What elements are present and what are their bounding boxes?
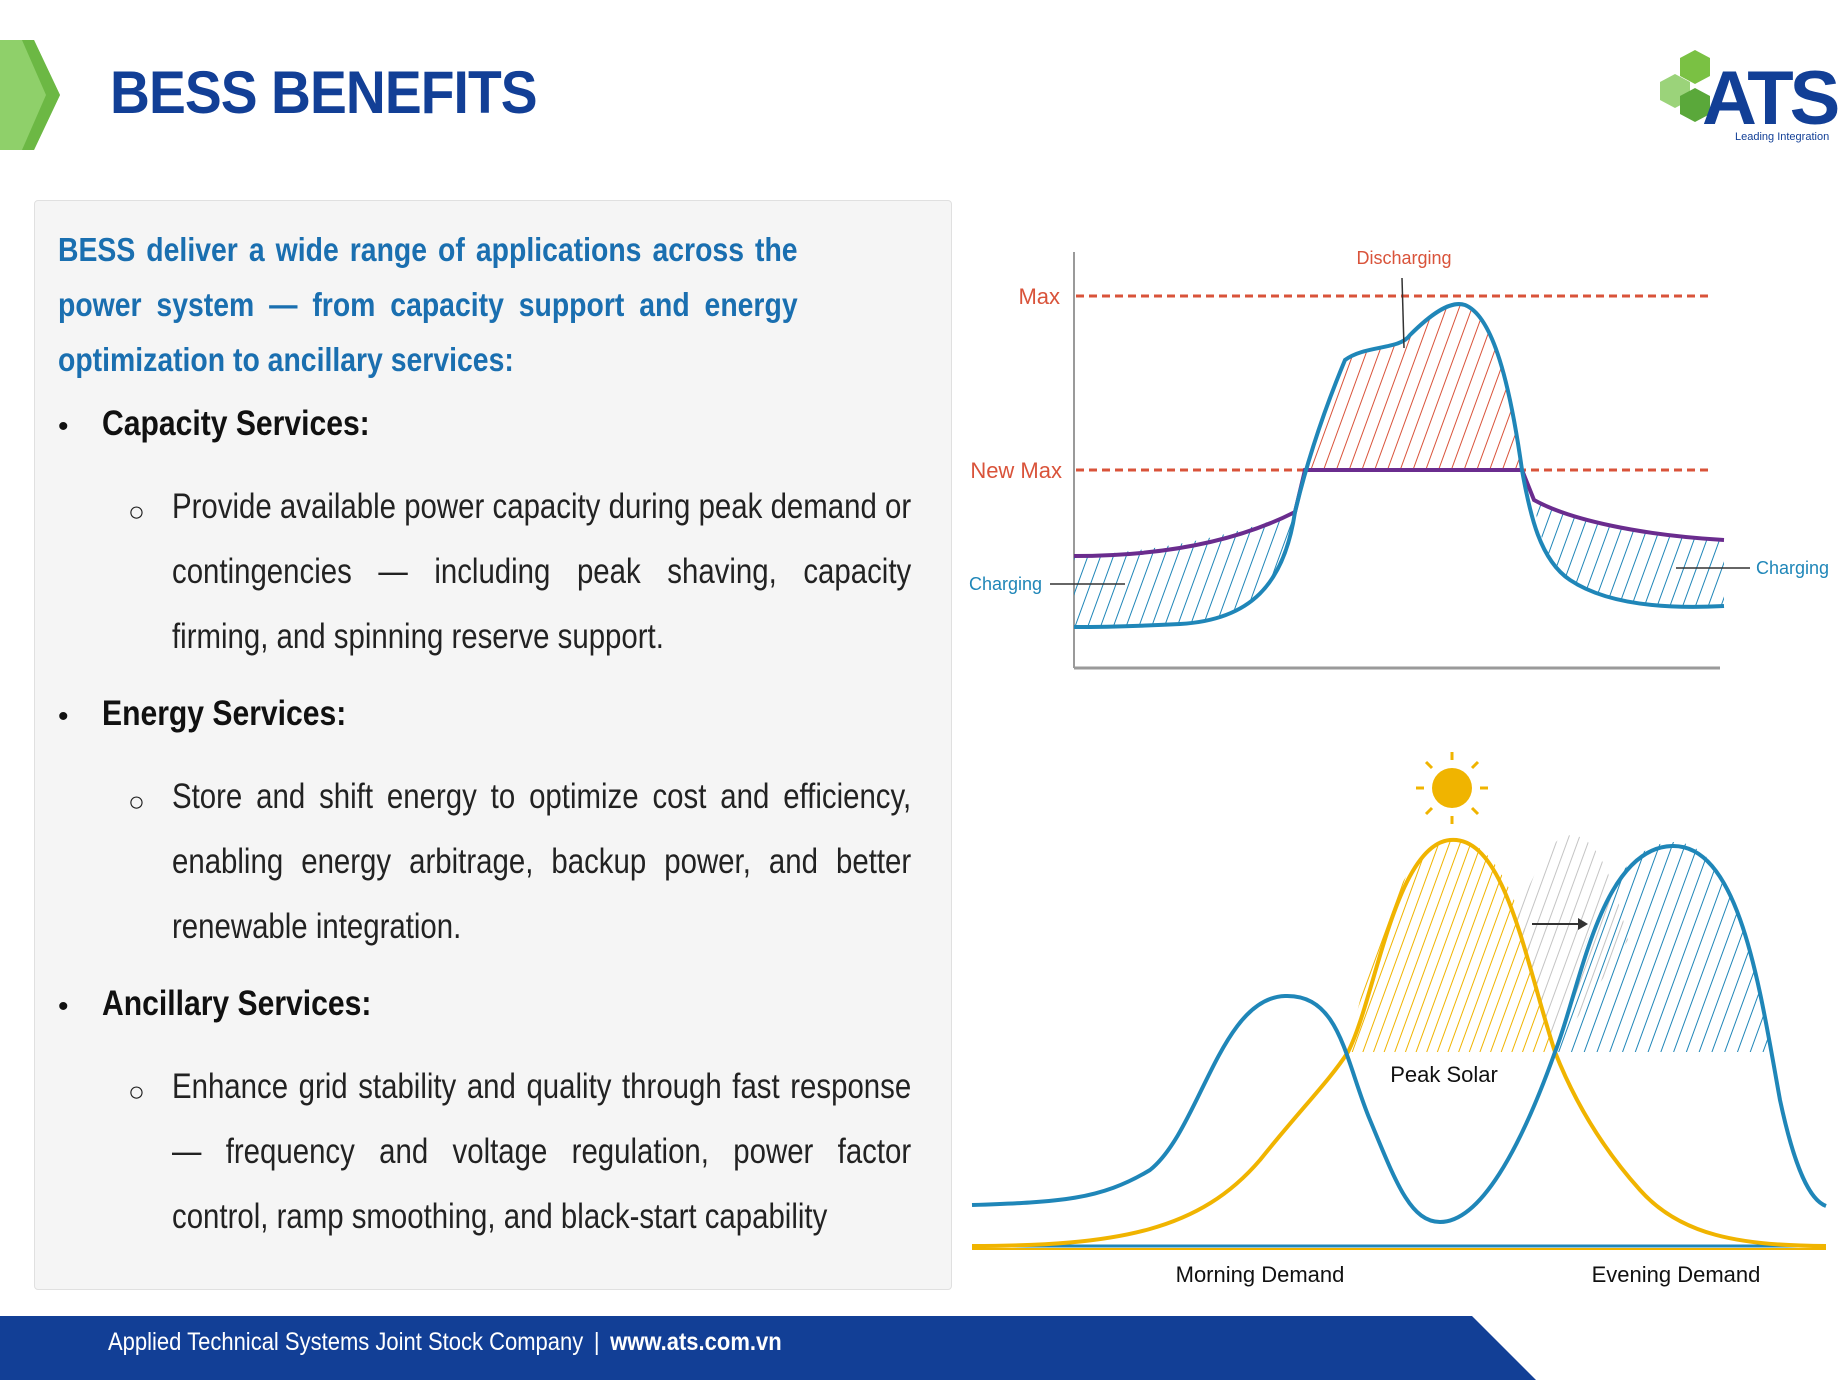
footer-separator: | <box>593 1328 600 1356</box>
section-heading: Capacity Services: <box>102 404 370 443</box>
footer-bar <box>0 1316 1536 1380</box>
charging-right-label: Charging <box>1756 558 1829 578</box>
circle-bullet-icon: ○ <box>128 786 145 817</box>
peak-solar-label: Peak Solar <box>1390 1062 1498 1087</box>
max-label: Max <box>1018 284 1060 309</box>
footer-url-link[interactable]: www.ats.com.vn <box>610 1328 782 1356</box>
arrow-right-icon <box>1578 918 1588 930</box>
demand-curve <box>1073 302 1725 629</box>
logo-text: ATS <box>1702 56 1838 141</box>
shifted-solar-area <box>1515 835 1628 1052</box>
footer-company: Applied Technical Systems Joint Stock Co… <box>108 1328 584 1356</box>
diagrams: Max New Max Discharging Charging Chargin… <box>969 248 1829 1287</box>
sun-icon <box>1416 752 1488 824</box>
section-heading: Energy Services: <box>102 694 347 733</box>
logo-tagline: Leading Integration <box>1735 131 1829 143</box>
peak-shaving-diagram: Max New Max Discharging Charging Chargin… <box>969 248 1829 670</box>
discharging-label: Discharging <box>1356 248 1451 268</box>
solar-curve <box>971 837 1827 1248</box>
discharging-leader <box>1401 277 1405 349</box>
new-max-label: New Max <box>970 458 1062 483</box>
circle-bullet-icon: ○ <box>128 496 145 527</box>
charging-area-left <box>1074 512 1295 627</box>
accent-chevron-icon <box>0 40 60 150</box>
charging-area-right <box>1534 500 1724 607</box>
section-text: Enhance grid stability and quality throu… <box>172 1067 912 1236</box>
bullet-icon: • <box>58 990 69 1023</box>
demand-curve-solar <box>971 843 1827 1225</box>
ats-logo: ATS Leading Integration <box>1660 50 1840 143</box>
page-title: BESS BENEFITS <box>110 59 538 126</box>
discharging-area <box>1308 304 1522 470</box>
morning-demand-label: Morning Demand <box>1176 1262 1345 1287</box>
hexagon-logo-icon <box>1660 50 1710 122</box>
section-text: Provide available power capacity during … <box>172 487 912 656</box>
intro-text: BESS deliver a wide range of application… <box>58 231 798 378</box>
evening-demand-label: Evening Demand <box>1592 1262 1761 1287</box>
footer-text: Applied Technical Systems Joint Stock Co… <box>108 1328 782 1357</box>
section-text: Store and shift energy to optimize cost … <box>172 777 912 946</box>
solar-shift-diagram: Peak Solar Morning Demand Evening Demand <box>971 752 1827 1287</box>
section-heading: Ancillary Services: <box>102 984 372 1023</box>
circle-bullet-icon: ○ <box>128 1076 145 1107</box>
bullet-icon: • <box>58 700 69 733</box>
charging-left-label: Charging <box>969 574 1042 594</box>
bullet-icon: • <box>58 410 69 443</box>
content-panel <box>34 200 952 1290</box>
